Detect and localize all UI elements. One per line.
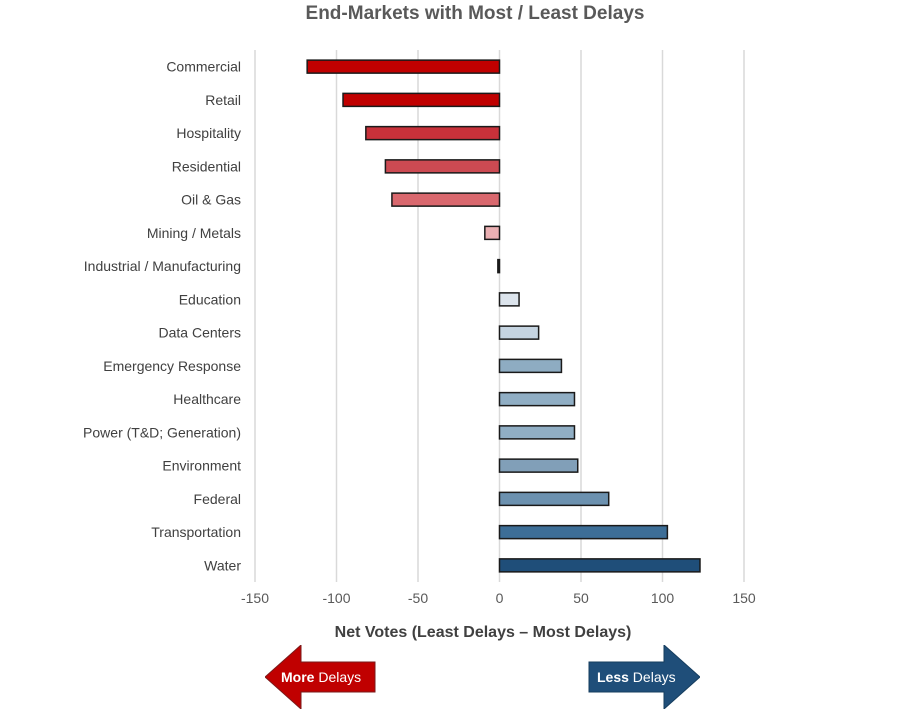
x-tick-label: 150 bbox=[732, 590, 756, 606]
bar-federal bbox=[498, 491, 610, 507]
category-label: Federal bbox=[194, 491, 241, 507]
bar-commercial bbox=[306, 59, 501, 74]
less-delays-bold: Less bbox=[597, 669, 629, 685]
bar-retail bbox=[342, 92, 501, 108]
chart-title: End-Markets with Most / Least Delays bbox=[305, 3, 645, 24]
category-label: Residential bbox=[172, 158, 241, 174]
bar-power-t-d-generation- bbox=[498, 425, 576, 440]
less-delays-label: Less Delays bbox=[597, 669, 676, 685]
bar-emergency-response bbox=[498, 358, 563, 374]
bar-oil-gas bbox=[391, 192, 501, 207]
x-tick-label: 50 bbox=[573, 590, 589, 606]
category-label: Hospitality bbox=[176, 125, 241, 141]
bar-water bbox=[498, 558, 701, 573]
category-label: Water bbox=[204, 557, 241, 573]
more-delays-bold: More bbox=[281, 669, 315, 685]
category-label: Emergency Response bbox=[103, 358, 241, 374]
less-delays-arrow-icon bbox=[588, 645, 700, 709]
x-tick-label: -50 bbox=[408, 590, 428, 606]
category-label: Data Centers bbox=[159, 325, 241, 341]
category-label: Oil & Gas bbox=[181, 192, 241, 208]
category-label: Power (T&D; Generation) bbox=[83, 424, 241, 440]
x-axis-label: Net Votes (Least Delays – Most Delays) bbox=[334, 624, 632, 641]
more-delays-label: More Delays bbox=[281, 669, 361, 685]
category-label: Environment bbox=[162, 458, 241, 474]
bar-hospitality bbox=[365, 125, 501, 141]
category-label: Education bbox=[179, 291, 241, 307]
category-label: Commercial bbox=[166, 59, 241, 75]
bar-mining-metals bbox=[484, 225, 501, 241]
less-delays-rest: Delays bbox=[628, 669, 676, 685]
category-label: Transportation bbox=[151, 524, 241, 540]
x-tick-label: 0 bbox=[496, 590, 504, 606]
category-label: Industrial / Manufacturing bbox=[84, 258, 241, 274]
x-tick-label: -100 bbox=[322, 590, 350, 606]
bar-residential bbox=[384, 159, 501, 174]
bar-data-centers bbox=[498, 325, 540, 340]
category-label: Retail bbox=[205, 92, 241, 108]
bar-healthcare bbox=[498, 391, 576, 407]
bar-transportation bbox=[498, 524, 669, 540]
category-label: Healthcare bbox=[173, 391, 241, 407]
more-delays-rest: Delays bbox=[314, 669, 362, 685]
x-tick-label: -150 bbox=[241, 590, 269, 606]
bar-education bbox=[498, 292, 520, 307]
x-tick-label: 100 bbox=[651, 590, 675, 606]
category-label: Mining / Metals bbox=[147, 225, 241, 241]
bar-industrial-manufacturing bbox=[497, 258, 501, 274]
bar-environment bbox=[498, 458, 579, 473]
more-delays-arrow-icon bbox=[265, 645, 376, 709]
